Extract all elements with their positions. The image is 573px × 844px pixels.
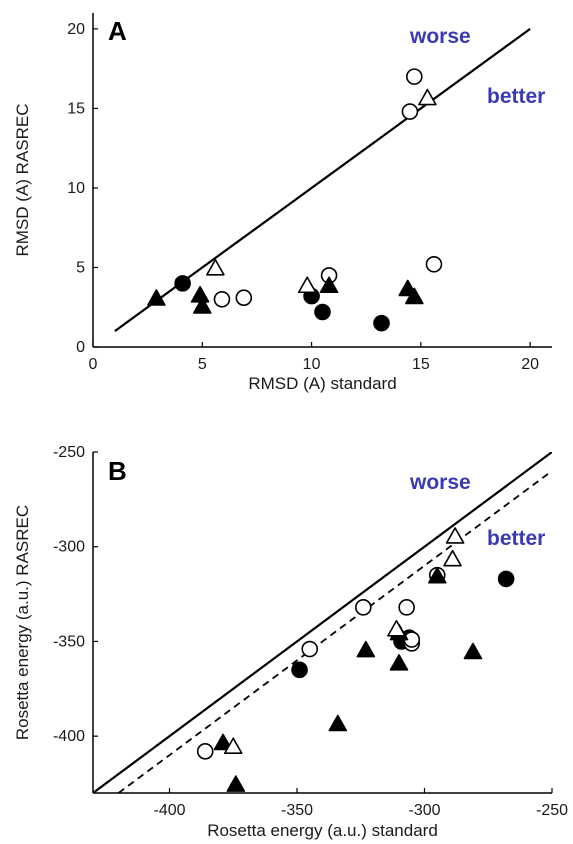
- point-filled-triangle: [389, 654, 409, 671]
- point-filled-circle: [497, 570, 515, 588]
- identity-line: [93, 452, 552, 793]
- point-open-circle: [213, 290, 231, 308]
- point-filled-triangle: [427, 566, 447, 584]
- x-tick-label: -350: [281, 802, 313, 819]
- point-filled-triangle: [319, 276, 339, 294]
- series-open-triangle: [206, 88, 437, 294]
- y-tick-label: 15: [67, 100, 85, 117]
- annotation-worse: worse: [409, 471, 471, 494]
- x-axis-label: RMSD (A) standard: [248, 374, 396, 393]
- point-open-circle: [354, 599, 372, 616]
- point-filled-triangle: [356, 640, 376, 658]
- point-open-circle: [235, 289, 253, 306]
- point-open-circle: [301, 640, 319, 658]
- series-filled-triangle: [213, 566, 483, 792]
- series-filled-circle: [174, 275, 390, 332]
- y-tick-label: 20: [67, 21, 85, 38]
- series-open-triangle: [223, 527, 465, 755]
- y-tick-label: 10: [67, 180, 85, 197]
- point-open-circle: [405, 68, 423, 85]
- x-tick-label: -300: [408, 802, 440, 819]
- x-axis-label: Rosetta energy (a.u.) standard: [207, 821, 438, 840]
- point-filled-triangle: [190, 286, 210, 303]
- y-tick-label: -300: [53, 539, 85, 556]
- point-filled-triangle: [147, 289, 166, 306]
- point-filled-triangle: [192, 297, 212, 314]
- annotation-better: better: [487, 527, 545, 550]
- y-tick-label: -250: [53, 444, 85, 461]
- y-tick-label: 0: [76, 339, 85, 356]
- point-open-triangle: [443, 549, 462, 567]
- series-open-circle: [213, 68, 443, 308]
- panel-a: 0 5 10 15 20 0 5 10 15 20 RMSD (A) standard RMSD (A…: [13, 13, 552, 393]
- panel-b: -400 -350 -300 -250 -400 -350 -300 -250 Rosetta …: [13, 444, 568, 840]
- x-tick-label: 15: [412, 356, 430, 373]
- point-open-circle: [398, 599, 415, 616]
- annotation-better: better: [487, 85, 545, 108]
- point-filled-circle: [373, 314, 390, 332]
- point-open-circle: [401, 103, 419, 120]
- point-filled-triangle: [226, 775, 246, 792]
- point-open-circle: [425, 255, 443, 273]
- annotation-worse: worse: [409, 25, 471, 48]
- point-open-triangle: [445, 527, 465, 544]
- point-open-triangle: [387, 619, 406, 637]
- plot-area: [93, 452, 552, 793]
- dashed-reference-line: [117, 470, 552, 793]
- point-open-triangle: [223, 737, 243, 755]
- point-filled-triangle: [213, 733, 233, 751]
- y-tick-label: 5: [76, 259, 85, 276]
- x-tick-label: 0: [89, 356, 98, 373]
- series-filled-triangle: [147, 276, 424, 314]
- y-axis-label: Rosetta energy (a.u.) RASREC: [13, 505, 32, 740]
- x-tick-label: 20: [521, 356, 539, 373]
- y-tick-label: -350: [53, 633, 85, 650]
- point-filled-triangle: [404, 287, 424, 305]
- point-filled-triangle: [328, 714, 348, 732]
- point-open-triangle: [206, 258, 225, 276]
- x-tick-label: -400: [153, 802, 185, 819]
- panel-label: A: [108, 16, 127, 46]
- x-tick-label: 10: [303, 356, 321, 373]
- point-filled-triangle: [463, 642, 483, 660]
- panel-label: B: [108, 456, 127, 486]
- point-filled-circle: [291, 661, 308, 679]
- point-open-circle: [196, 743, 214, 760]
- y-tick-label: -400: [53, 728, 85, 745]
- point-open-triangle: [418, 88, 437, 106]
- series-open-circle: [196, 566, 446, 760]
- point-filled-circle: [314, 303, 331, 321]
- x-tick-label: 5: [198, 356, 207, 373]
- point-open-triangle: [297, 276, 317, 294]
- point-filled-circle: [174, 275, 191, 292]
- y-axis-label: RMSD (A) RASREC: [13, 103, 32, 256]
- x-tick-label: -250: [536, 802, 568, 819]
